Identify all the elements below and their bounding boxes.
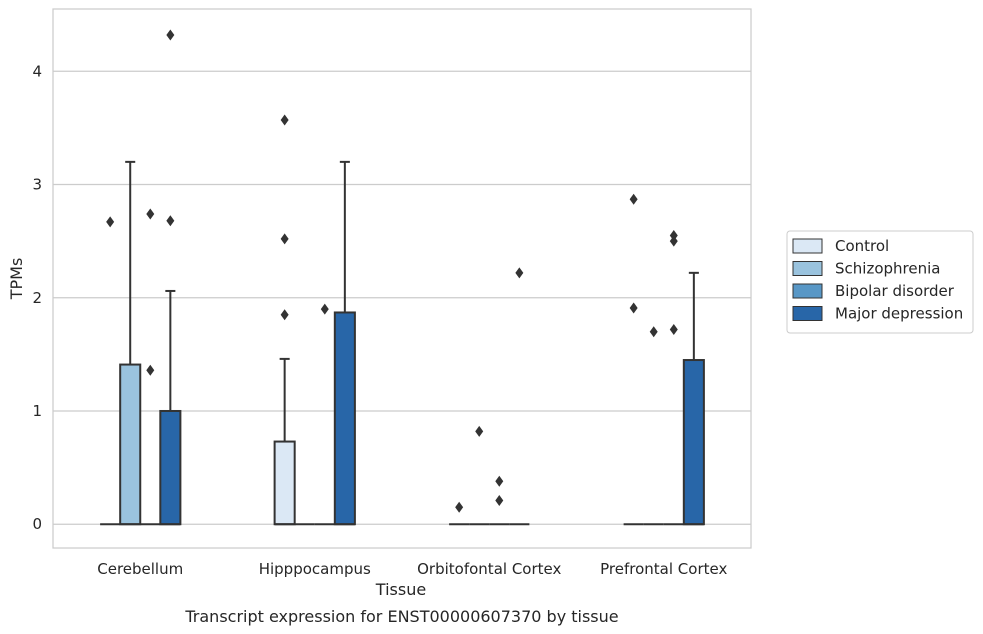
outlier-point xyxy=(146,208,155,220)
legend-frame xyxy=(786,230,974,334)
box-schizophrenia xyxy=(643,326,664,526)
legend-swatch xyxy=(792,283,823,299)
box-control xyxy=(623,193,644,526)
legend: Control Schizophrenia Bipolar disorder Majo… xyxy=(786,230,974,334)
box-major-depression xyxy=(159,29,182,526)
legend-swatch xyxy=(792,238,823,254)
outlier-point xyxy=(455,501,464,513)
box-schizophrenia xyxy=(469,425,490,526)
y-gridlines xyxy=(53,70,751,525)
outlier-point xyxy=(495,475,504,487)
y-axis-label: TPMs xyxy=(7,258,26,301)
box-major-depression xyxy=(333,160,356,526)
x-tick-label: Cerebellum xyxy=(97,560,183,578)
box-major-depression xyxy=(682,271,705,526)
y-tick-label: 4 xyxy=(32,62,42,80)
outlier-point xyxy=(669,235,678,247)
outlier-point xyxy=(629,302,638,314)
box-body xyxy=(333,311,356,526)
box-bipolar-disorder xyxy=(663,229,684,526)
box-control xyxy=(273,114,296,526)
box-body xyxy=(159,409,182,526)
chart-caption: Transcript expression for ENST0000060737… xyxy=(184,607,618,626)
box-control xyxy=(100,216,121,526)
outlier-point xyxy=(475,425,484,437)
box-bipolar-disorder xyxy=(140,208,161,526)
box-schizophrenia xyxy=(119,160,142,526)
legend-item: Schizophrenia xyxy=(792,260,940,278)
box-bipolar-disorder xyxy=(489,475,510,526)
outlier-point xyxy=(649,326,658,338)
y-tick-label: 2 xyxy=(32,289,42,307)
x-tick-label: Orbitofontal Cortex xyxy=(417,560,561,578)
legend-label: Bipolar disorder xyxy=(835,282,955,300)
outlier-point xyxy=(166,29,175,41)
y-tick-label: 0 xyxy=(32,515,42,533)
outlier-point xyxy=(166,215,175,227)
outlier-point xyxy=(280,309,289,321)
outlier-point xyxy=(280,233,289,245)
y-tick-label: 1 xyxy=(32,402,42,420)
box-major-depression xyxy=(509,267,530,526)
box-body xyxy=(682,359,705,526)
box-control xyxy=(449,501,470,526)
outlier-point xyxy=(495,494,504,506)
y-tick-label: 3 xyxy=(32,176,42,194)
x-tick-label: Prefrontal Cortex xyxy=(600,560,727,578)
x-tick-labels: Cerebellum Hipppocampus Orbitofontal Corte… xyxy=(97,560,727,578)
box-body xyxy=(273,440,296,526)
outlier-point xyxy=(106,216,115,228)
legend-item: Bipolar disorder xyxy=(792,282,955,300)
plot-frame xyxy=(52,8,752,549)
outlier-point xyxy=(629,193,638,205)
outlier-point xyxy=(280,114,289,126)
x-tick-label: Hipppocampus xyxy=(259,560,371,578)
legend-label: Control xyxy=(835,237,889,255)
legend-item: Major depression xyxy=(792,305,963,323)
x-axis-label: Tissue xyxy=(375,580,426,599)
y-tick-labels: 0 1 2 3 4 xyxy=(32,62,42,533)
box-series-layer xyxy=(100,29,705,526)
outlier-point xyxy=(515,267,524,279)
outlier-point xyxy=(669,323,678,335)
legend-label: Schizophrenia xyxy=(835,260,940,278)
outlier-point xyxy=(146,364,155,376)
outlier-point xyxy=(669,229,678,241)
legend-swatch xyxy=(792,261,823,276)
legend-swatch xyxy=(792,306,823,321)
box-body xyxy=(119,363,142,526)
legend-label: Major depression xyxy=(835,305,963,323)
outlier-point xyxy=(320,303,329,315)
legend-item: Control xyxy=(792,237,889,255)
box-bipolar-disorder xyxy=(314,303,335,526)
